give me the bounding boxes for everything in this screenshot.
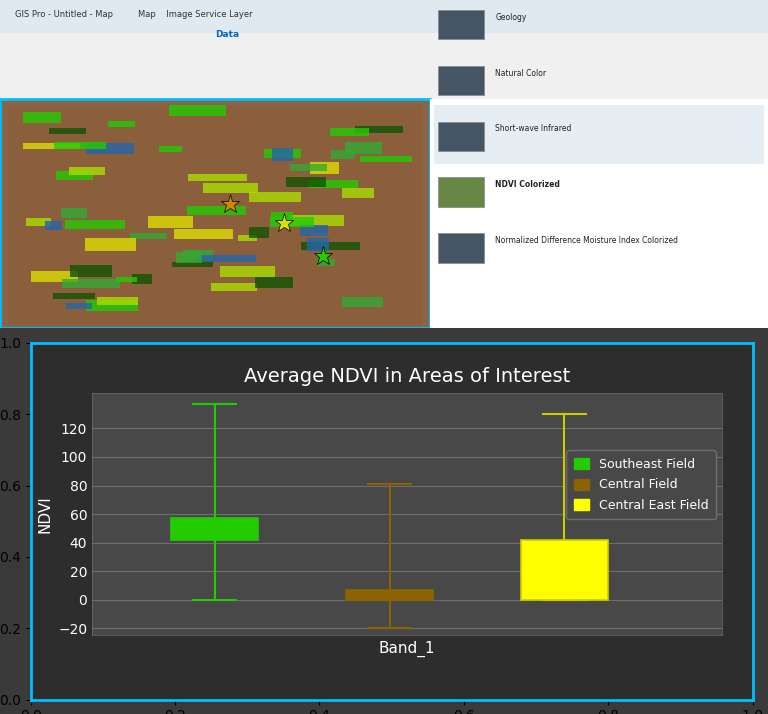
FancyBboxPatch shape [301,242,360,249]
FancyBboxPatch shape [172,262,213,267]
FancyBboxPatch shape [343,188,373,198]
FancyBboxPatch shape [56,171,93,181]
FancyBboxPatch shape [61,279,120,288]
FancyBboxPatch shape [330,129,369,136]
Text: Normalized Difference Moisture Index Colorized: Normalized Difference Moisture Index Col… [495,236,678,245]
Text: Map    Image Service Layer: Map Image Service Layer [138,10,253,19]
FancyBboxPatch shape [23,143,80,149]
Title: Average NDVI in Areas of Interest: Average NDVI in Areas of Interest [244,366,570,386]
FancyBboxPatch shape [521,540,608,600]
FancyBboxPatch shape [159,146,182,151]
FancyBboxPatch shape [203,183,258,193]
FancyBboxPatch shape [169,106,226,116]
FancyBboxPatch shape [270,217,314,227]
FancyBboxPatch shape [342,297,383,307]
FancyBboxPatch shape [183,250,214,259]
FancyBboxPatch shape [86,143,134,154]
Text: Geology: Geology [495,13,527,21]
FancyBboxPatch shape [0,0,768,99]
FancyBboxPatch shape [108,121,134,127]
Text: Data: Data [215,29,239,39]
FancyBboxPatch shape [69,167,105,175]
FancyBboxPatch shape [308,180,358,188]
FancyBboxPatch shape [97,297,137,305]
FancyBboxPatch shape [45,221,62,230]
FancyBboxPatch shape [8,105,422,325]
FancyBboxPatch shape [147,216,193,228]
FancyBboxPatch shape [26,218,51,226]
FancyBboxPatch shape [355,126,402,133]
FancyBboxPatch shape [438,66,484,95]
Text: Short-wave Infrared: Short-wave Infrared [495,124,571,134]
FancyBboxPatch shape [430,99,768,328]
FancyBboxPatch shape [220,266,275,277]
FancyBboxPatch shape [187,206,246,216]
FancyBboxPatch shape [331,150,356,159]
FancyBboxPatch shape [238,235,257,241]
FancyBboxPatch shape [310,162,339,174]
FancyBboxPatch shape [23,112,61,123]
FancyBboxPatch shape [264,149,301,159]
FancyBboxPatch shape [286,177,326,187]
FancyBboxPatch shape [86,300,137,311]
FancyBboxPatch shape [438,177,484,207]
FancyBboxPatch shape [170,518,258,540]
FancyBboxPatch shape [49,128,86,134]
FancyBboxPatch shape [360,156,412,162]
FancyBboxPatch shape [290,164,326,171]
Text: NDVI Colorized: NDVI Colorized [495,180,560,189]
Text: GIS Pro - Untitled - Map: GIS Pro - Untitled - Map [15,10,114,19]
FancyBboxPatch shape [131,233,167,239]
FancyBboxPatch shape [188,174,247,181]
FancyBboxPatch shape [438,233,484,263]
FancyBboxPatch shape [65,220,125,229]
FancyBboxPatch shape [61,208,87,218]
FancyBboxPatch shape [0,99,430,328]
FancyBboxPatch shape [176,252,202,263]
FancyBboxPatch shape [346,590,433,600]
FancyBboxPatch shape [306,238,329,251]
FancyBboxPatch shape [300,225,328,236]
FancyBboxPatch shape [289,215,344,226]
FancyBboxPatch shape [84,238,136,251]
Text: Natural Color: Natural Color [495,69,547,78]
FancyBboxPatch shape [54,142,106,149]
FancyBboxPatch shape [31,271,78,281]
FancyBboxPatch shape [249,227,269,238]
FancyBboxPatch shape [249,192,301,202]
Y-axis label: NDVI: NDVI [38,496,53,533]
Legend: Southeast Field, Central Field, Central East Field: Southeast Field, Central Field, Central … [566,451,716,520]
FancyBboxPatch shape [132,273,152,283]
FancyBboxPatch shape [270,212,293,221]
FancyBboxPatch shape [255,277,293,288]
FancyBboxPatch shape [317,258,335,266]
FancyBboxPatch shape [0,0,768,33]
FancyBboxPatch shape [52,293,95,299]
FancyBboxPatch shape [345,142,382,154]
FancyBboxPatch shape [434,105,764,164]
FancyBboxPatch shape [438,10,484,39]
FancyBboxPatch shape [66,303,92,309]
FancyBboxPatch shape [438,121,484,151]
FancyBboxPatch shape [272,148,293,161]
FancyBboxPatch shape [116,276,137,282]
FancyBboxPatch shape [211,283,257,291]
X-axis label: Band_1: Band_1 [379,641,435,657]
FancyBboxPatch shape [197,256,256,261]
FancyBboxPatch shape [174,228,233,239]
FancyBboxPatch shape [70,265,112,277]
